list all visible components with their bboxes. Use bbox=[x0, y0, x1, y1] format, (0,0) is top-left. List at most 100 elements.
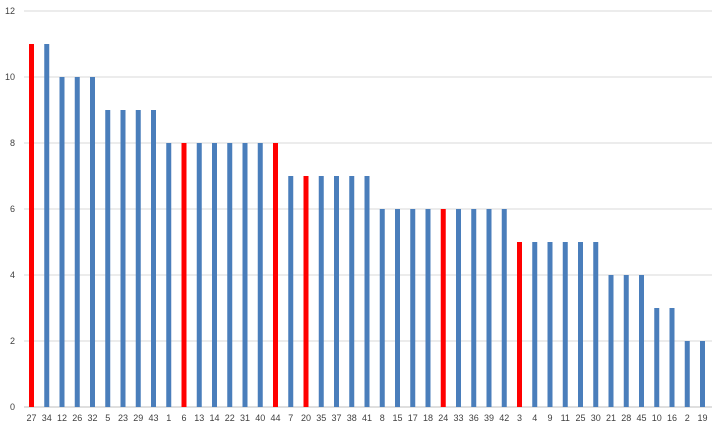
x-tick-label: 38 bbox=[347, 413, 357, 423]
bar bbox=[471, 209, 477, 407]
x-tick-label: 4 bbox=[532, 413, 537, 423]
bar bbox=[700, 341, 705, 407]
bar bbox=[227, 143, 233, 407]
x-tick-label: 28 bbox=[621, 413, 631, 423]
bar bbox=[59, 77, 65, 407]
x-tick-label: 18 bbox=[423, 413, 433, 423]
x-tick-label: 33 bbox=[453, 413, 463, 423]
x-tick-label: 14 bbox=[209, 413, 219, 423]
x-tick-label: 1 bbox=[166, 413, 171, 423]
bar bbox=[212, 143, 217, 407]
bar bbox=[257, 143, 263, 407]
x-tick-label: 12 bbox=[57, 413, 67, 423]
bar bbox=[654, 308, 660, 407]
x-tick-label: 34 bbox=[42, 413, 52, 423]
x-tick-label: 8 bbox=[380, 413, 385, 423]
x-tick-label: 24 bbox=[438, 413, 448, 423]
bar bbox=[318, 176, 324, 407]
x-tick-label: 15 bbox=[392, 413, 402, 423]
x-tick-label: 42 bbox=[499, 413, 509, 423]
x-tick-label: 3 bbox=[517, 413, 522, 423]
bar bbox=[639, 275, 644, 407]
bar bbox=[90, 77, 95, 407]
y-tick-label: 6 bbox=[10, 204, 15, 214]
x-tick-label: 9 bbox=[547, 413, 552, 423]
bar bbox=[684, 341, 690, 407]
bar bbox=[562, 242, 568, 407]
bar bbox=[669, 308, 675, 407]
x-tick-label: 40 bbox=[255, 413, 265, 423]
bar bbox=[120, 110, 126, 407]
x-tick-label: 5 bbox=[105, 413, 110, 423]
bar bbox=[395, 209, 400, 407]
x-tick-label: 25 bbox=[575, 413, 585, 423]
x-tick-label: 7 bbox=[288, 413, 293, 423]
bar bbox=[547, 242, 553, 407]
y-tick-label: 8 bbox=[10, 138, 15, 148]
bar bbox=[501, 209, 507, 407]
bar bbox=[151, 110, 156, 407]
bar-highlighted bbox=[273, 143, 278, 407]
x-tick-label: 43 bbox=[148, 413, 158, 423]
x-tick-label: 20 bbox=[301, 413, 311, 423]
x-tick-label: 31 bbox=[240, 413, 250, 423]
y-tick-label: 0 bbox=[10, 402, 15, 412]
x-tick-label: 23 bbox=[118, 413, 128, 423]
x-tick-label: 26 bbox=[72, 413, 82, 423]
x-tick-label: 6 bbox=[181, 413, 186, 423]
x-tick-label: 30 bbox=[591, 413, 601, 423]
bar bbox=[105, 110, 111, 407]
x-tick-label: 10 bbox=[652, 413, 662, 423]
bar bbox=[486, 209, 492, 407]
x-tick-label: 41 bbox=[362, 413, 372, 423]
bar bbox=[135, 110, 141, 407]
x-tick-label: 32 bbox=[87, 413, 97, 423]
y-tick-label: 2 bbox=[10, 336, 15, 346]
y-axis-ticks: 0 2 4 6 8 10 12 bbox=[5, 6, 15, 412]
bar bbox=[242, 143, 248, 407]
bar bbox=[578, 242, 583, 407]
x-tick-label: 22 bbox=[225, 413, 235, 423]
x-tick-label: 45 bbox=[636, 413, 646, 423]
x-tick-label: 13 bbox=[194, 413, 204, 423]
bar bbox=[166, 143, 172, 407]
bar bbox=[593, 242, 599, 407]
bar bbox=[532, 242, 538, 407]
bar bbox=[288, 176, 294, 407]
bar bbox=[349, 176, 355, 407]
bar bbox=[74, 77, 80, 407]
y-tick-label: 12 bbox=[5, 6, 15, 16]
bars-layer bbox=[29, 44, 705, 407]
y-tick-label: 4 bbox=[10, 270, 15, 280]
bar bbox=[425, 209, 431, 407]
bar bbox=[196, 143, 202, 407]
y-tick-label: 10 bbox=[5, 72, 15, 82]
x-tick-label: 16 bbox=[667, 413, 677, 423]
x-tick-label: 2 bbox=[685, 413, 690, 423]
x-tick-label: 39 bbox=[484, 413, 494, 423]
bar-highlighted bbox=[29, 44, 34, 407]
bar-highlighted bbox=[303, 176, 309, 407]
bar bbox=[334, 176, 339, 407]
x-tick-label: 37 bbox=[331, 413, 341, 423]
bar-highlighted bbox=[181, 143, 187, 407]
bar bbox=[44, 44, 50, 407]
x-tick-label: 17 bbox=[408, 413, 418, 423]
bar bbox=[623, 275, 629, 407]
x-tick-label: 11 bbox=[561, 413, 570, 423]
bar bbox=[364, 176, 370, 407]
x-tick-label: 27 bbox=[26, 413, 36, 423]
bar bbox=[379, 209, 385, 407]
x-tick-label: 29 bbox=[133, 413, 143, 423]
x-tick-label: 44 bbox=[270, 413, 280, 423]
x-tick-label: 35 bbox=[316, 413, 326, 423]
bar bbox=[456, 209, 461, 407]
bar bbox=[608, 275, 614, 407]
bar-highlighted bbox=[440, 209, 446, 407]
x-tick-label: 36 bbox=[469, 413, 479, 423]
x-tick-label: 19 bbox=[697, 413, 707, 423]
bar bbox=[410, 209, 416, 407]
x-axis-ticks: 27 34 12 26 32 5 23 29 43 1 6 13 14 22 31 40 44 7 20 35 37 38… bbox=[26, 413, 707, 423]
